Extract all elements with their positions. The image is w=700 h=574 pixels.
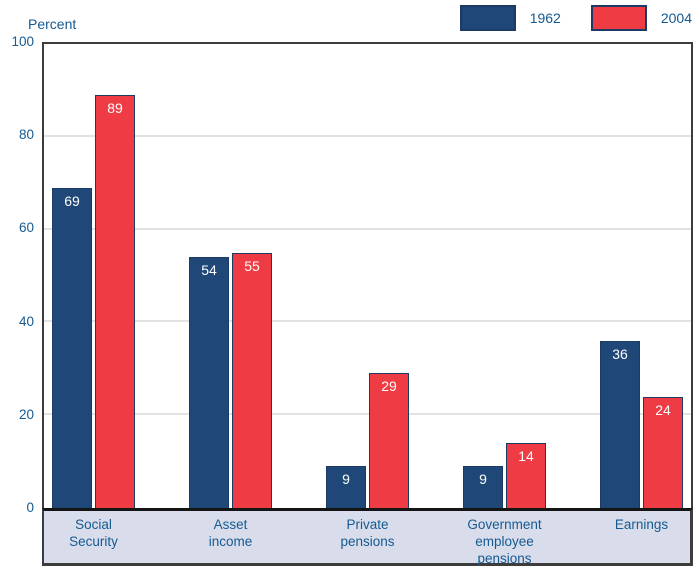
- bar-1962-government-employee-pensions: 9: [463, 466, 503, 508]
- legend-swatch-2004: [590, 5, 647, 31]
- bar-value-label: 29: [381, 378, 397, 395]
- category-label-social-security: Social Security: [69, 517, 118, 549]
- legend-label-1962: 1962: [529, 10, 561, 26]
- bar-1962-earnings: 36: [600, 340, 640, 508]
- bar-1962-asset-income: 54: [189, 257, 229, 508]
- legend-item-1962: 1962: [459, 5, 561, 31]
- y-tick-label-0: 0: [26, 500, 34, 515]
- bar-group-earnings: 36 24: [600, 44, 683, 508]
- legend-label-2004: 2004: [660, 10, 692, 26]
- bar-group-asset-income: 54 55: [189, 44, 272, 508]
- legend-swatch-1962: [459, 5, 516, 31]
- bar-1962-private-pensions: 9: [326, 466, 366, 508]
- bar-2004-private-pensions: 29: [369, 373, 409, 508]
- gridline-40: [44, 320, 691, 323]
- bar-2004-social-security: 89: [95, 95, 135, 508]
- gridline-60: [44, 227, 691, 230]
- category-band: Social Security Asset income Private pensions…: [42, 508, 693, 566]
- bar-value-label: 14: [518, 448, 534, 465]
- bar-group-social-security: 69 89: [52, 44, 135, 508]
- bar-2004-asset-income: 55: [232, 252, 272, 508]
- gridline-20: [44, 413, 691, 416]
- y-axis-unit-label: Percent: [28, 16, 77, 32]
- y-tick-label-80: 80: [18, 127, 34, 143]
- bar-1962-social-security: 69: [52, 187, 92, 508]
- bar-value-label: 9: [479, 471, 487, 488]
- bar-value-label: 54: [201, 262, 217, 279]
- legend: 1962 2004: [459, 5, 692, 31]
- bar-value-label: 36: [612, 345, 628, 362]
- category-label-earnings: Earnings: [614, 517, 669, 532]
- bar-value-label: 9: [342, 471, 350, 488]
- category-label-government-employee-pensions: Government employee pensions: [467, 517, 542, 566]
- category-label-private-pensions: Private pensions: [340, 517, 395, 549]
- y-tick-label-20: 20: [18, 406, 34, 422]
- bar-value-label: 89: [107, 100, 123, 117]
- bar-value-label: 55: [244, 257, 260, 274]
- bar-group-government-employee-pensions: 9 14: [463, 44, 546, 508]
- y-tick-label-40: 40: [18, 313, 34, 329]
- bar-group-private-pensions: 9 29: [326, 44, 409, 508]
- bar-value-label: 69: [64, 192, 80, 209]
- bar-2004-government-employee-pensions: 14: [506, 443, 546, 508]
- gridline-80: [44, 134, 691, 137]
- y-tick-label-60: 60: [18, 220, 34, 236]
- bar-value-label: 24: [655, 401, 671, 418]
- y-tick-label-100: 100: [11, 34, 34, 49]
- plot-area: 69 89 54 55 9 29 9 14 36 24: [42, 42, 693, 508]
- legend-item-2004: 2004: [590, 5, 692, 31]
- bar-2004-earnings: 24: [643, 396, 683, 508]
- category-label-asset-income: Asset income: [208, 517, 253, 549]
